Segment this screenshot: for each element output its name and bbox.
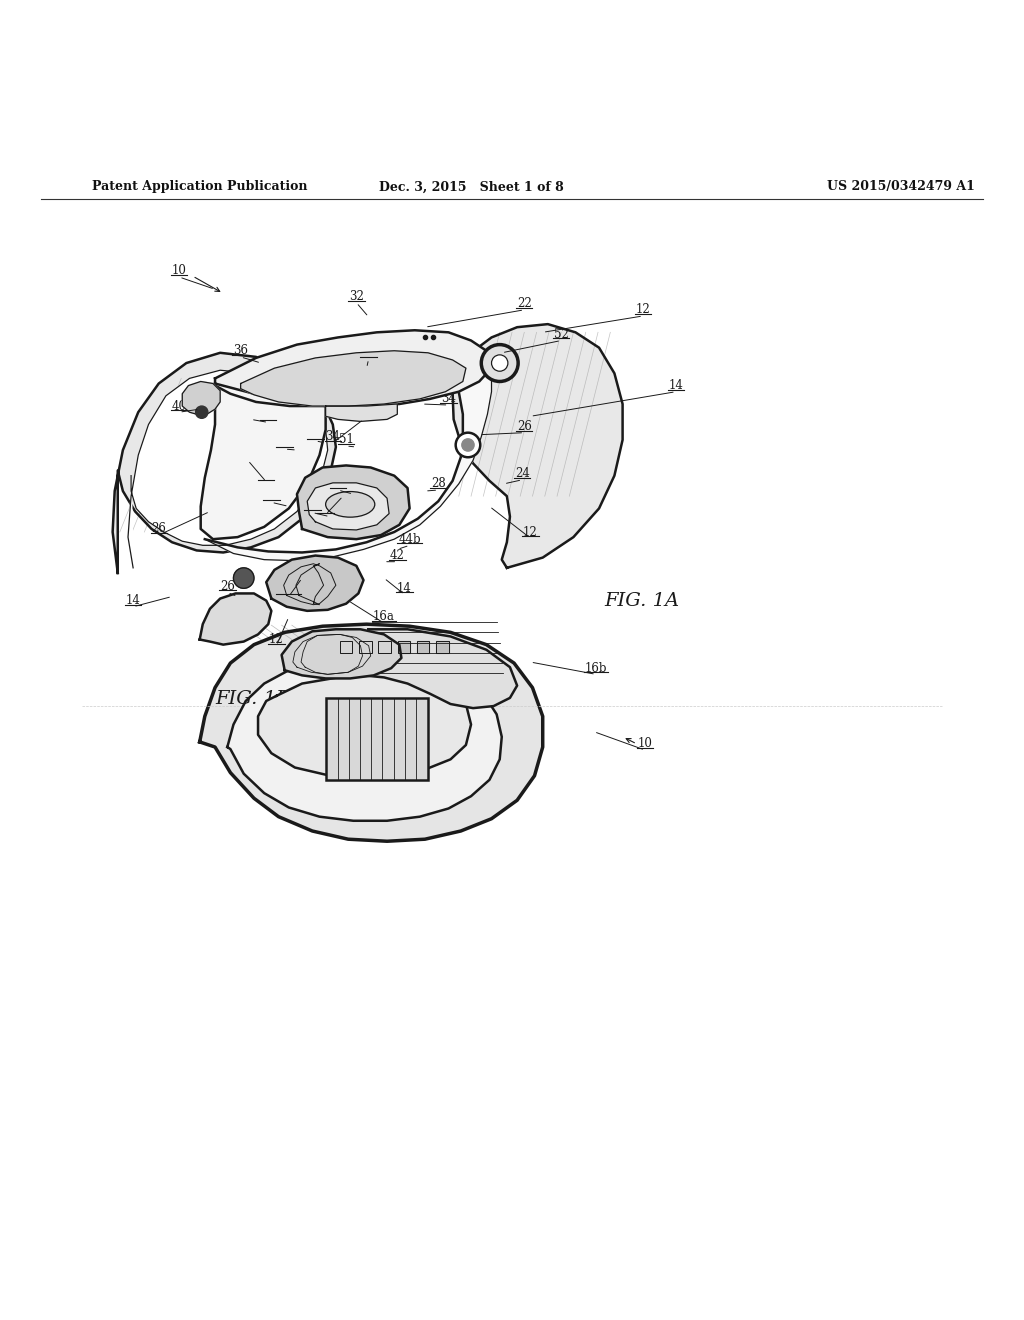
Polygon shape xyxy=(200,624,543,841)
Bar xyxy=(436,640,449,653)
Ellipse shape xyxy=(326,491,375,517)
Polygon shape xyxy=(182,381,220,414)
Text: 14: 14 xyxy=(669,379,683,392)
Text: Patent Application Publication: Patent Application Publication xyxy=(92,181,307,194)
Text: 28: 28 xyxy=(431,478,445,490)
Text: 26: 26 xyxy=(517,420,531,433)
Polygon shape xyxy=(266,556,364,611)
Text: 14: 14 xyxy=(126,594,140,607)
Text: 34: 34 xyxy=(326,430,340,444)
Polygon shape xyxy=(215,330,492,407)
Text: 24: 24 xyxy=(515,467,529,480)
Text: US 2015/0342479 A1: US 2015/0342479 A1 xyxy=(827,181,975,194)
Bar xyxy=(379,640,391,653)
Polygon shape xyxy=(453,325,623,568)
Text: 16b: 16b xyxy=(585,661,607,675)
Circle shape xyxy=(196,407,208,418)
Text: 20: 20 xyxy=(361,346,376,359)
Bar xyxy=(417,640,429,653)
Bar xyxy=(397,640,410,653)
Text: 32: 32 xyxy=(349,290,364,304)
Polygon shape xyxy=(326,404,397,421)
Text: 44b: 44b xyxy=(398,533,421,545)
Polygon shape xyxy=(205,371,492,561)
Polygon shape xyxy=(200,594,271,644)
Text: 26: 26 xyxy=(152,523,166,536)
Text: 36: 36 xyxy=(233,345,248,358)
Bar xyxy=(379,640,391,653)
Polygon shape xyxy=(282,630,401,678)
Text: Dec. 3, 2015   Sheet 1 of 8: Dec. 3, 2015 Sheet 1 of 8 xyxy=(379,181,563,194)
Polygon shape xyxy=(326,698,428,780)
Text: 26: 26 xyxy=(220,579,234,593)
Circle shape xyxy=(481,345,518,381)
Text: 10: 10 xyxy=(172,264,186,277)
Circle shape xyxy=(492,355,508,371)
Polygon shape xyxy=(128,370,328,568)
Text: 12: 12 xyxy=(523,525,538,539)
Polygon shape xyxy=(241,351,466,407)
Text: FIG. 1B: FIG. 1B xyxy=(215,690,291,708)
Text: 18: 18 xyxy=(264,490,279,503)
Text: 34: 34 xyxy=(441,392,456,405)
Text: 42: 42 xyxy=(390,549,404,562)
Polygon shape xyxy=(201,384,326,539)
Bar xyxy=(359,640,372,653)
Text: 27: 27 xyxy=(305,500,319,513)
Text: 50: 50 xyxy=(308,428,323,441)
Bar xyxy=(359,640,372,653)
Text: 48: 48 xyxy=(278,437,292,449)
Text: 52: 52 xyxy=(554,327,568,341)
Text: 10: 10 xyxy=(638,738,652,751)
Circle shape xyxy=(456,433,480,457)
Text: 12: 12 xyxy=(636,304,650,317)
Text: 40: 40 xyxy=(172,400,186,413)
Text: FIG. 1A: FIG. 1A xyxy=(604,591,679,610)
Text: 16a: 16a xyxy=(373,610,395,623)
Text: 38: 38 xyxy=(261,409,275,422)
Polygon shape xyxy=(348,630,517,708)
Text: 30: 30 xyxy=(331,478,345,490)
Polygon shape xyxy=(227,660,502,821)
Bar xyxy=(340,640,352,653)
Text: 12: 12 xyxy=(269,634,284,645)
Bar xyxy=(436,640,449,653)
Polygon shape xyxy=(297,466,410,539)
Bar xyxy=(417,640,429,653)
Bar xyxy=(397,640,410,653)
Circle shape xyxy=(233,568,254,589)
Text: 51: 51 xyxy=(339,433,353,446)
Polygon shape xyxy=(307,483,389,529)
Text: 46: 46 xyxy=(318,502,333,515)
Bar xyxy=(340,640,352,653)
Text: 12: 12 xyxy=(259,469,273,482)
Polygon shape xyxy=(258,676,471,776)
Text: 14: 14 xyxy=(397,582,412,595)
Circle shape xyxy=(462,438,474,451)
Text: 22: 22 xyxy=(517,297,531,310)
Text: 44a: 44a xyxy=(278,583,300,597)
Polygon shape xyxy=(113,352,336,573)
